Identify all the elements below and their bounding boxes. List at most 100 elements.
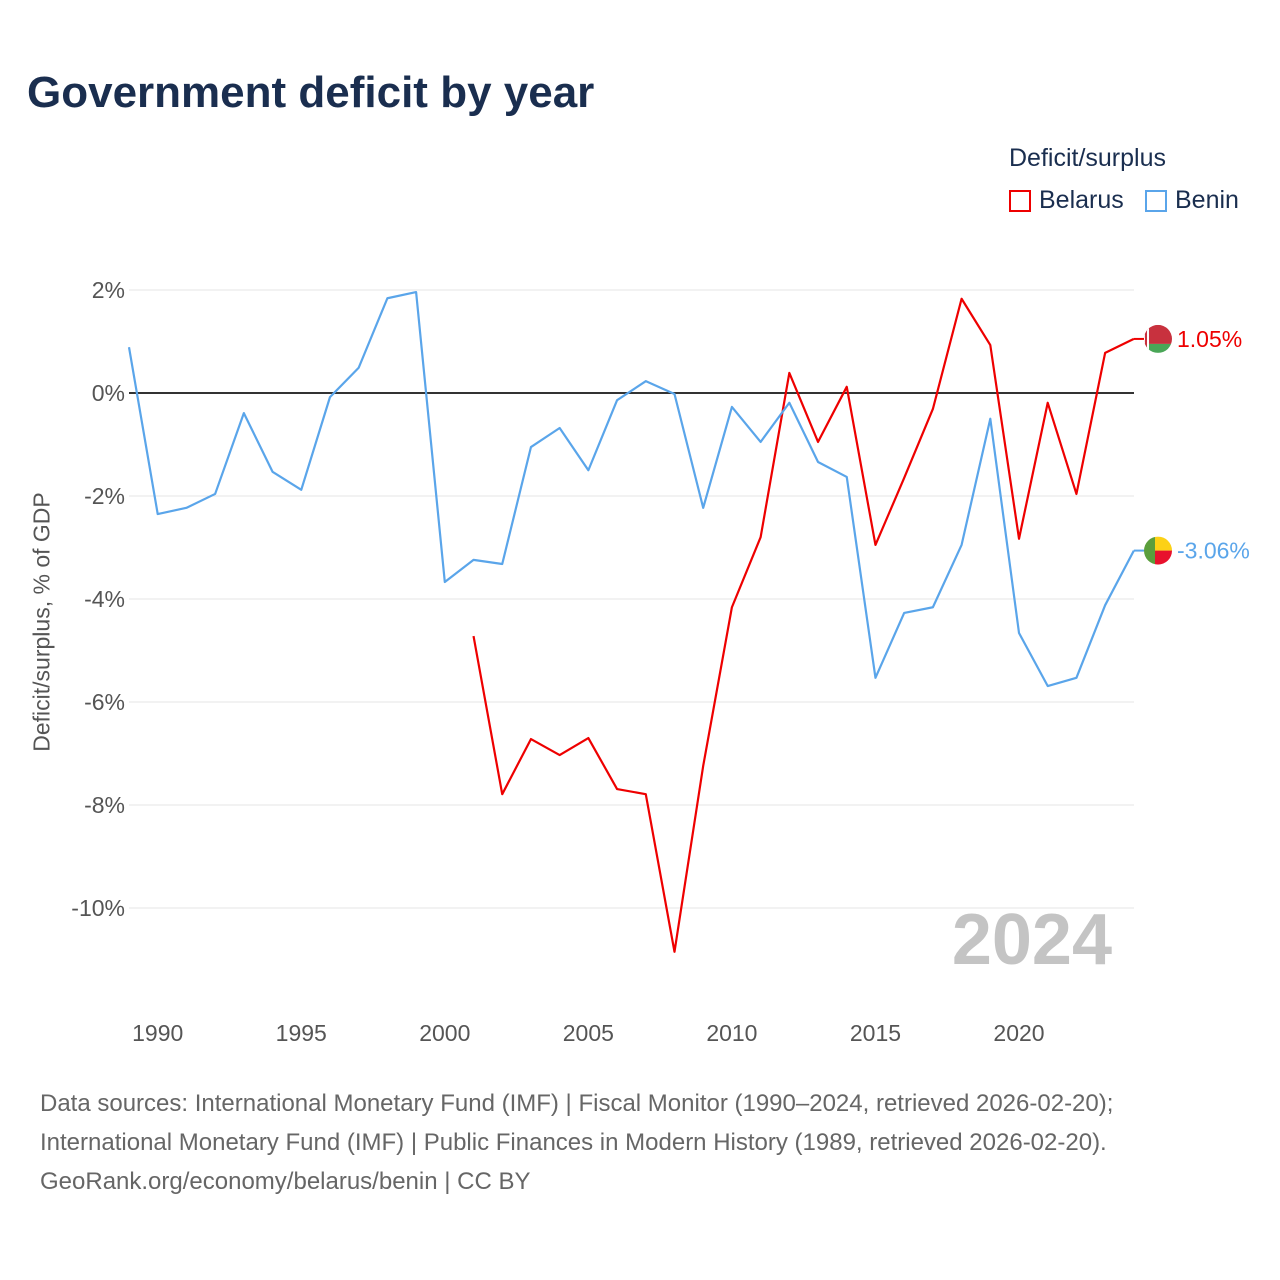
data-point-benin (442, 579, 448, 585)
data-point-belarus (786, 370, 792, 376)
data-point-benin (614, 397, 620, 403)
legend-item-belarus[interactable]: Belarus (1009, 186, 1124, 215)
data-point-benin (298, 487, 304, 493)
x-tick-label: 2020 (993, 1020, 1044, 1046)
data-point-belarus (1016, 536, 1022, 542)
data-point-benin (671, 391, 677, 397)
data-point-belarus (872, 542, 878, 548)
series-line-belarus (472, 297, 1135, 953)
data-point-benin (844, 474, 850, 480)
flag-red (1144, 324, 1172, 344)
data-point-belarus (959, 296, 965, 302)
data-point-benin (987, 416, 993, 422)
flag-red (1155, 550, 1172, 565)
legend-label-belarus: Belarus (1039, 186, 1124, 214)
data-point-belarus (1045, 400, 1051, 406)
data-point-belarus (700, 763, 706, 769)
data-point-benin (356, 365, 362, 371)
x-tick-label: 1995 (276, 1020, 327, 1046)
data-point-belarus (643, 791, 649, 797)
y-tick-label: -6% (84, 689, 125, 715)
data-point-belarus (815, 439, 821, 445)
flag-ornament-pattern (1145, 326, 1147, 351)
chart-title: Government deficit by year (27, 68, 595, 117)
data-point-benin (241, 410, 247, 416)
series-line-benin (127, 290, 1135, 688)
data-point-benin (585, 467, 591, 473)
x-tick-label: 2000 (419, 1020, 470, 1046)
y-tick-label: -2% (84, 483, 125, 509)
data-point-benin (557, 425, 563, 431)
footer-credit[interactable]: GeoRank.org/economy/belarus/benin | CC B… (40, 1168, 531, 1195)
data-point-benin (1073, 675, 1079, 681)
end-value-label-benin: -3.06% (1177, 538, 1250, 564)
data-point-benin (815, 459, 821, 465)
flag-yellow (1155, 536, 1172, 551)
data-point-belarus (1073, 491, 1079, 497)
data-point-benin (930, 604, 936, 610)
data-point-benin (1102, 602, 1108, 608)
data-point-belarus (987, 342, 993, 348)
year-watermark: 2024 (952, 900, 1112, 980)
data-point-benin (528, 444, 534, 450)
data-point-benin (499, 561, 505, 567)
data-point-benin (413, 289, 419, 295)
data-point-benin (471, 557, 477, 563)
data-point-benin (212, 491, 218, 497)
x-tick-label: 2015 (850, 1020, 901, 1046)
data-point-benin (872, 675, 878, 681)
data-point-benin (327, 394, 333, 400)
data-point-belarus (557, 752, 563, 758)
y-tick-label: 2% (92, 277, 125, 303)
data-point-belarus (1102, 350, 1108, 356)
legend-label-benin: Benin (1175, 186, 1239, 214)
x-tick-label: 2005 (563, 1020, 614, 1046)
legend-swatch-benin (1145, 189, 1167, 212)
data-point-belarus (614, 786, 620, 792)
footer-source-2: International Monetary Fund (IMF) | Publ… (40, 1129, 1107, 1156)
flag-body (1144, 324, 1172, 353)
data-point-belarus (528, 736, 534, 742)
x-tick-label: 2010 (706, 1020, 757, 1046)
data-point-benin (155, 511, 161, 517)
data-point-belarus (499, 791, 505, 797)
data-point-benin (1045, 683, 1051, 689)
data-point-belarus (844, 384, 850, 390)
benin-flag-icon (1144, 536, 1172, 565)
x-tick-label: 1990 (132, 1020, 183, 1046)
flag-body (1144, 536, 1172, 565)
legend-title: Deficit/surplus (1009, 144, 1166, 172)
data-point-benin (270, 469, 276, 475)
data-point-benin (384, 295, 390, 301)
flag-green (1144, 343, 1172, 353)
data-point-benin (1016, 630, 1022, 636)
data-point-benin (700, 505, 706, 511)
y-tick-label: -8% (84, 792, 125, 818)
data-point-benin (758, 439, 764, 445)
data-point-benin (126, 344, 132, 350)
legend-item-benin[interactable]: Benin (1145, 186, 1239, 215)
data-point-belarus (930, 406, 936, 412)
data-point-benin (729, 404, 735, 410)
flag-green (1144, 536, 1155, 565)
data-point-benin (959, 542, 965, 548)
end-value-label-belarus: 1.05% (1177, 326, 1242, 352)
data-point-benin (643, 378, 649, 384)
data-point-belarus (758, 534, 764, 540)
data-point-benin (786, 400, 792, 406)
y-tick-label: -10% (71, 895, 125, 921)
y-tick-label: 0% (92, 380, 125, 406)
data-point-belarus (901, 475, 907, 481)
data-point-belarus (729, 604, 735, 610)
footer-source-1: Data sources: International Monetary Fun… (40, 1090, 1114, 1117)
data-point-belarus (671, 949, 677, 955)
data-point-benin (901, 610, 907, 616)
legend-swatch-belarus (1009, 189, 1031, 212)
y-tick-label: -4% (84, 586, 125, 612)
data-point-benin (183, 505, 189, 511)
data-point-belarus (471, 633, 477, 639)
data-point-belarus (585, 735, 591, 741)
belarus-flag-icon (1144, 324, 1172, 353)
